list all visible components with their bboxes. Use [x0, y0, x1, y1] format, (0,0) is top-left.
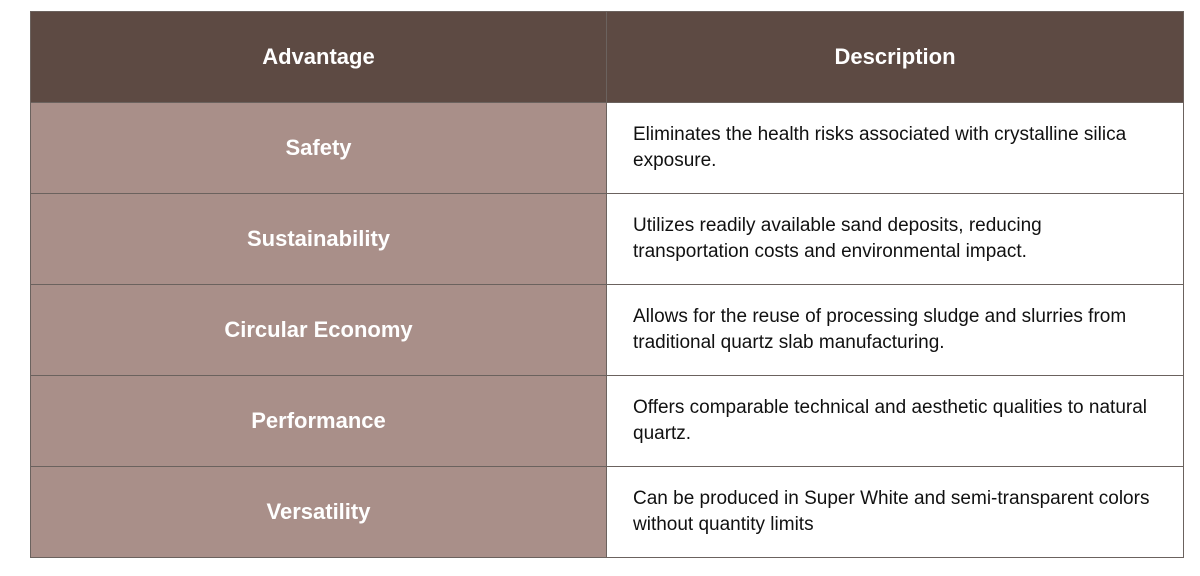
table-row: Performance Offers comparable technical a… — [30, 375, 1184, 467]
advantage-cell: Sustainability — [30, 193, 607, 285]
header-cell: Advantage — [30, 11, 607, 103]
table-row: Versatility Can be produced in Super Whit… — [30, 466, 1184, 558]
table-row: Safety Eliminates the health risks associ… — [30, 102, 1184, 194]
description-cell: Utilizes readily available sand deposits… — [606, 193, 1184, 285]
table-row: Sustainability Utilizes readily available… — [30, 193, 1184, 285]
description-cell: Eliminates the health risks associated w… — [606, 102, 1184, 194]
table-row: Circular Economy Allows for the reuse of … — [30, 284, 1184, 376]
advantage-cell: Circular Economy — [30, 284, 607, 376]
advantage-cell: Performance — [30, 375, 607, 467]
advantage-cell: Versatility — [30, 466, 607, 558]
header-cell: Description — [606, 11, 1184, 103]
advantages-table: Advantage Description Safety Eliminates th… — [30, 11, 1184, 558]
description-cell: Offers comparable technical and aestheti… — [606, 375, 1184, 467]
table-body: Safety Eliminates the health risks associ… — [30, 102, 1184, 558]
description-cell: Allows for the reuse of processing sludg… — [606, 284, 1184, 376]
description-cell: Can be produced in Super White and semi-… — [606, 466, 1184, 558]
header-row: Advantage Description — [30, 11, 1184, 103]
advantage-cell: Safety — [30, 102, 607, 194]
